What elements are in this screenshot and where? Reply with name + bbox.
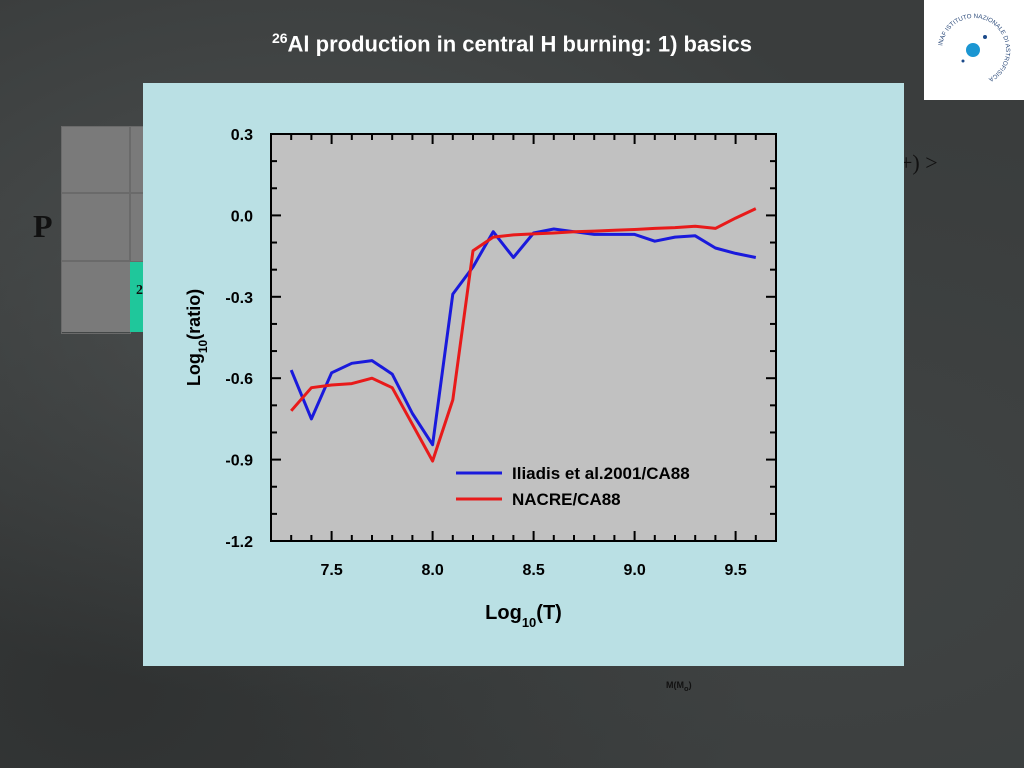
legend: Iliadis et al.2001/CA88 NACRE/CA88	[456, 464, 690, 509]
background-letter: P	[33, 208, 53, 244]
y-tick-label: 0.3	[231, 127, 253, 144]
x-tick-labels: 7.5 8.0 8.5 9.0 9.5	[320, 562, 746, 579]
slide-title: 26Al production in central H burning: 1)…	[0, 30, 1024, 57]
legend-label: NACRE/CA88	[512, 490, 621, 509]
log-ratio-chart: 0.3 0.0 -0.3 -0.6 -0.9 -1.2 7.5 8.0 8.5 9.0 9.5 I…	[184, 127, 777, 630]
y-tick-labels: 0.3 0.0 -0.3 -0.6 -0.9 -1.2	[225, 127, 253, 551]
plot-frame	[270, 133, 777, 542]
background-xaxis-label: M(Mo)	[666, 680, 692, 693]
y-tick-label: -1.2	[225, 534, 253, 551]
y-tick-label: -0.3	[225, 290, 253, 307]
series-line-nacre	[290, 207, 757, 463]
chart-panel: 0.3 0.0 -0.3 -0.6 -0.9 -1.2 7.5 8.0 8.5 9.0 9.5 I…	[143, 83, 904, 666]
y-tick-label: -0.6	[225, 371, 253, 388]
background-right-text: +) >	[900, 150, 938, 175]
series-line-iliadis	[289, 227, 757, 447]
y-axis-label: Log10(ratio)	[184, 289, 210, 386]
x-tick-label: 9.5	[724, 562, 746, 579]
inaf-logo-icon: INAF ISTITUTO NAZIONALE DI ASTROFISICA	[937, 13, 1011, 83]
series-lines	[289, 207, 757, 463]
x-axis-label: Log10(T)	[485, 602, 562, 630]
x-tick-label: 8.0	[421, 562, 443, 579]
plot-area	[271, 134, 776, 541]
y-tick-label: -0.9	[225, 453, 253, 470]
background-cell-text: 2	[136, 283, 143, 298]
legend-label: Iliadis et al.2001/CA88	[512, 464, 690, 483]
title-superscript: 26	[271, 30, 288, 46]
x-tick-label: 8.5	[522, 562, 544, 579]
inaf-logo: INAF ISTITUTO NAZIONALE DI ASTROFISICA	[924, 0, 1024, 100]
background-highlight-cell	[130, 262, 144, 332]
x-tick-label: 7.5	[320, 562, 342, 579]
x-tick-label: 9.0	[623, 562, 645, 579]
title-text: Al production in central H burning: 1) b…	[287, 31, 753, 57]
y-tick-label: 0.0	[231, 208, 253, 225]
